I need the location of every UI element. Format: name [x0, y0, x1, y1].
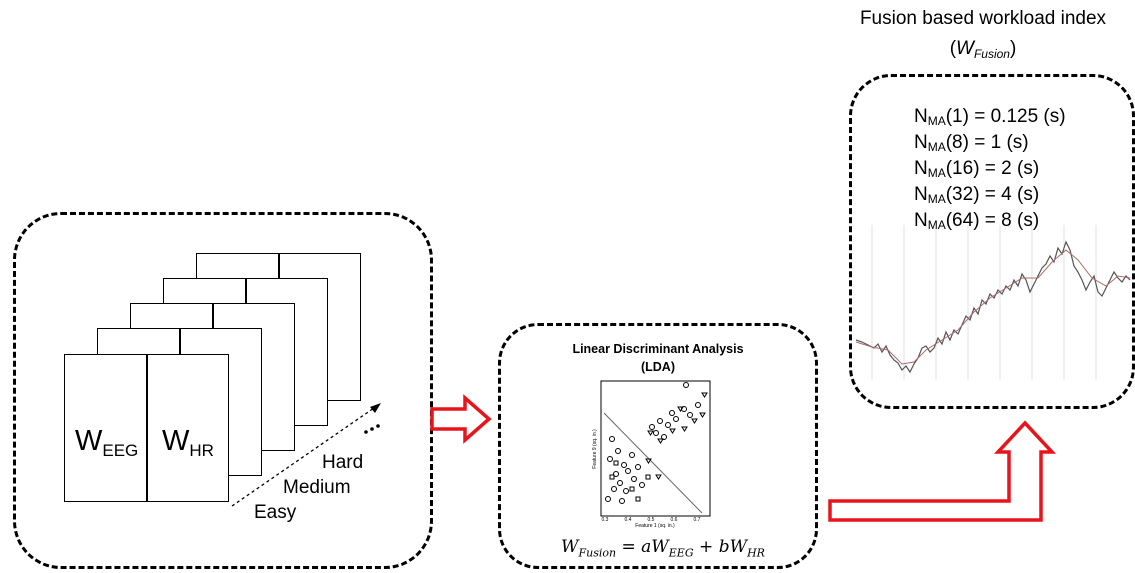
- fusion-title: Fusion based workload index (WFusion): [859, 8, 1107, 61]
- nma-item-32: NMA(32) = 4 (s): [914, 184, 1040, 206]
- moving-average-chart: [855, 225, 1131, 380]
- arrow-to-fusion: [828, 420, 1057, 522]
- difficulty-medium: Medium: [283, 477, 351, 498]
- fusion-formula: WFusion = aWEEG + bWHR: [561, 537, 765, 560]
- lda-plot-ylabel: Feature 9 (sq. in.): [592, 429, 598, 469]
- lda-scatter-plot: Feature 1 (sq. in.) Feature 9 (sq. in.) …: [592, 380, 711, 529]
- arrow-to-lda: [430, 394, 492, 444]
- w-hr-label: WHR: [162, 425, 214, 460]
- lda-plot-xlabel: Feature 1 (sq. in.): [635, 523, 675, 529]
- feature-panel: [13, 212, 433, 569]
- lda-plot-xtick: 0.6: [671, 517, 678, 523]
- difficulty-easy: Easy: [254, 502, 297, 523]
- lda-plot-xtick: 0.7: [694, 517, 701, 523]
- lda-points: [605, 382, 708, 504]
- lda-plot-xtick: 0.3: [602, 517, 609, 523]
- lda-title: Linear Discriminant Analysis (LDA): [572, 342, 744, 374]
- w-eeg-label: WEEG: [75, 425, 139, 460]
- nma-item-1: NMA(1) = 0.125 (s): [914, 106, 1066, 128]
- nma-item-64: NMA(64) = 8 (s): [914, 210, 1040, 232]
- lda-plot-xtick: 0.5: [648, 517, 655, 523]
- lda-panel: [498, 323, 818, 569]
- lda-plot-xtick: 0.4: [625, 517, 632, 523]
- difficulty-hard: Hard: [322, 452, 364, 473]
- nma-item-16: NMA(16) = 2 (s): [914, 158, 1040, 180]
- nma-item-8: NMA(8) = 1 (s): [914, 132, 1029, 154]
- fusion-panel: [849, 74, 1135, 409]
- front-card: WEEG WHR: [64, 354, 229, 502]
